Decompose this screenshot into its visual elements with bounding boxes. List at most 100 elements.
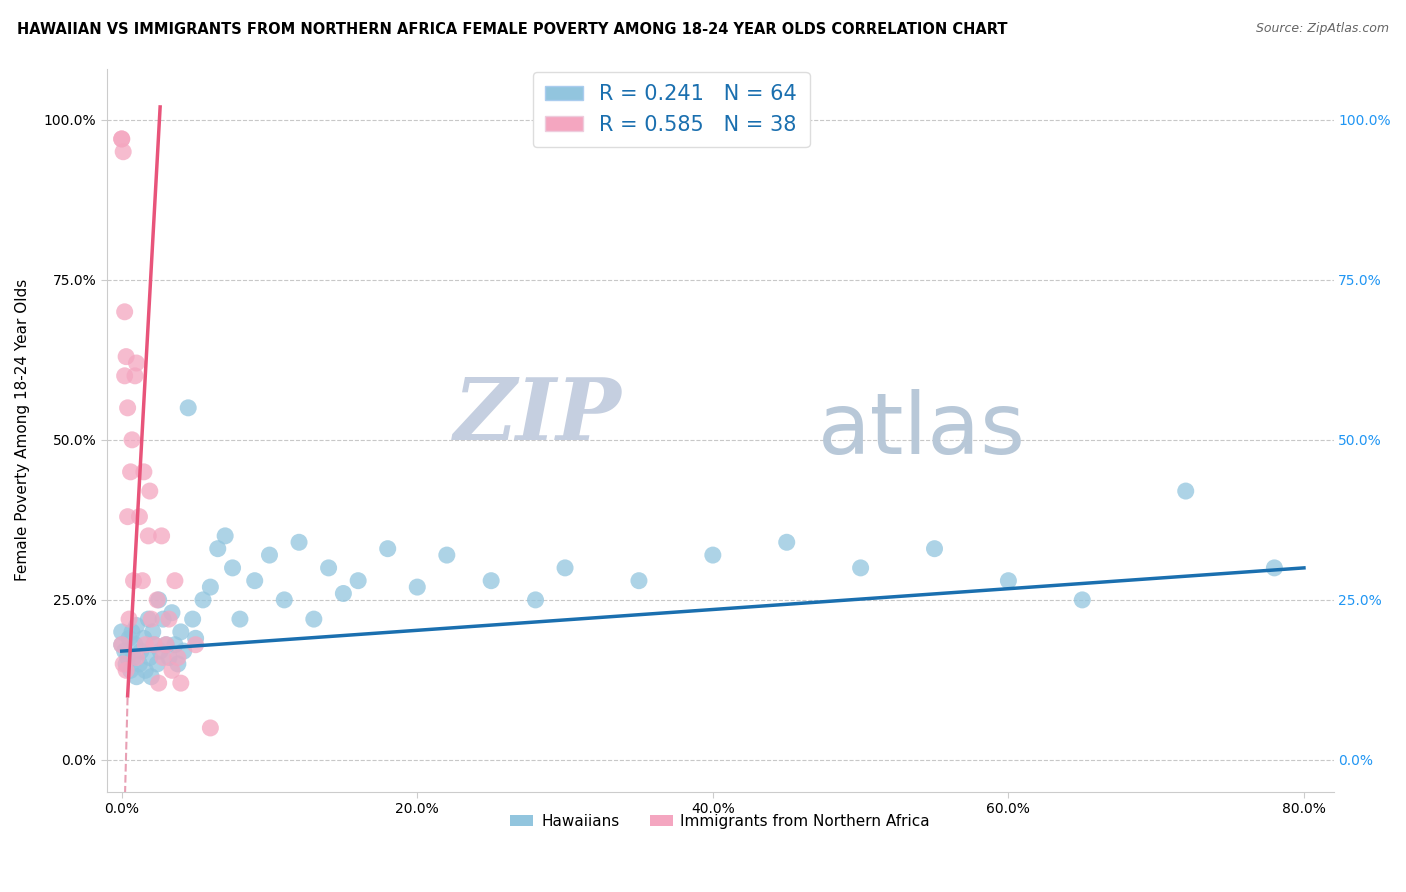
Point — [149, 644, 172, 658]
Text: atlas: atlas — [818, 389, 1026, 472]
Point — [142, 624, 165, 639]
Point — [554, 561, 576, 575]
Point — [122, 650, 145, 665]
Point — [122, 574, 145, 588]
Point — [150, 529, 173, 543]
Point — [152, 612, 174, 626]
Point — [124, 638, 146, 652]
Point — [524, 593, 547, 607]
Point — [406, 580, 429, 594]
Point — [184, 632, 207, 646]
Point — [124, 368, 146, 383]
Point — [436, 548, 458, 562]
Point — [243, 574, 266, 588]
Point — [143, 638, 166, 652]
Point — [702, 548, 724, 562]
Point — [148, 593, 170, 607]
Point — [120, 465, 142, 479]
Point — [167, 650, 190, 665]
Point — [849, 561, 872, 575]
Point — [115, 657, 138, 671]
Point — [160, 663, 183, 677]
Point — [146, 657, 169, 671]
Point — [132, 465, 155, 479]
Point — [121, 433, 143, 447]
Point — [114, 368, 136, 383]
Point — [111, 624, 134, 639]
Point — [143, 638, 166, 652]
Point — [1174, 484, 1197, 499]
Point — [157, 612, 180, 626]
Legend: Hawaiians, Immigrants from Northern Africa: Hawaiians, Immigrants from Northern Afri… — [505, 808, 936, 835]
Point — [128, 657, 150, 671]
Point — [200, 580, 222, 594]
Point — [132, 632, 155, 646]
Point — [332, 586, 354, 600]
Point — [155, 638, 177, 652]
Point — [207, 541, 229, 556]
Point — [776, 535, 799, 549]
Point — [118, 632, 141, 646]
Point — [377, 541, 399, 556]
Point — [111, 638, 134, 652]
Point — [479, 574, 502, 588]
Point — [128, 509, 150, 524]
Point — [347, 574, 370, 588]
Point — [111, 132, 134, 146]
Point — [318, 561, 340, 575]
Point — [200, 721, 222, 735]
Y-axis label: Female Poverty Among 18-24 Year Olds: Female Poverty Among 18-24 Year Olds — [15, 279, 30, 582]
Point — [167, 657, 190, 671]
Text: Source: ZipAtlas.com: Source: ZipAtlas.com — [1256, 22, 1389, 36]
Point — [157, 650, 180, 665]
Point — [125, 618, 148, 632]
Text: HAWAIIAN VS IMMIGRANTS FROM NORTHERN AFRICA FEMALE POVERTY AMONG 18-24 YEAR OLDS: HAWAIIAN VS IMMIGRANTS FROM NORTHERN AFR… — [17, 22, 1007, 37]
Point — [125, 650, 148, 665]
Point — [117, 650, 139, 665]
Point — [273, 593, 295, 607]
Point — [170, 624, 193, 639]
Point — [139, 484, 162, 499]
Point — [125, 670, 148, 684]
Point — [1071, 593, 1094, 607]
Point — [152, 650, 174, 665]
Point — [118, 612, 141, 626]
Point — [163, 574, 186, 588]
Point — [134, 638, 156, 652]
Point — [114, 305, 136, 319]
Point — [136, 529, 159, 543]
Point — [181, 612, 204, 626]
Point — [214, 529, 236, 543]
Point — [148, 676, 170, 690]
Point — [112, 145, 135, 159]
Point — [120, 663, 142, 677]
Point — [627, 574, 650, 588]
Point — [115, 350, 138, 364]
Point — [117, 401, 139, 415]
Point — [115, 663, 138, 677]
Text: ZIP: ZIP — [454, 374, 621, 458]
Point — [139, 650, 162, 665]
Point — [288, 535, 311, 549]
Point — [131, 574, 153, 588]
Point — [141, 612, 163, 626]
Point — [111, 132, 134, 146]
Point — [170, 676, 193, 690]
Point — [184, 638, 207, 652]
Point — [112, 657, 135, 671]
Point — [997, 574, 1019, 588]
Point — [924, 541, 946, 556]
Point — [163, 638, 186, 652]
Point — [173, 644, 195, 658]
Point — [121, 624, 143, 639]
Point — [141, 670, 163, 684]
Point — [302, 612, 325, 626]
Point — [191, 593, 214, 607]
Point — [229, 612, 252, 626]
Point — [129, 644, 152, 658]
Point — [177, 401, 200, 415]
Point — [125, 356, 148, 370]
Point — [134, 663, 156, 677]
Point — [114, 644, 136, 658]
Point — [1263, 561, 1285, 575]
